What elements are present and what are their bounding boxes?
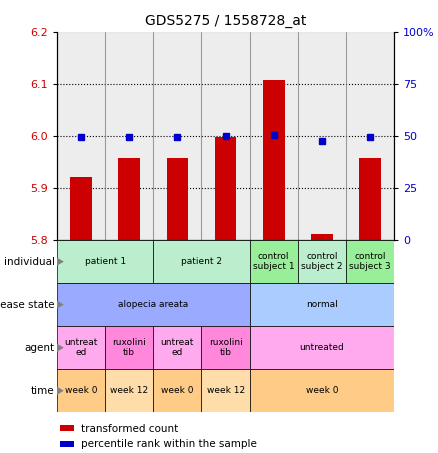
Text: patient 1: patient 1 <box>85 257 126 266</box>
Text: untreat
ed: untreat ed <box>64 338 98 357</box>
Text: time: time <box>31 386 55 396</box>
Polygon shape <box>56 257 64 266</box>
Bar <box>105 326 153 369</box>
Bar <box>250 240 298 283</box>
Text: control
subject 1: control subject 1 <box>253 252 295 271</box>
Text: normal: normal <box>306 300 338 309</box>
Polygon shape <box>56 386 64 395</box>
Bar <box>153 32 201 240</box>
Bar <box>105 32 153 240</box>
Polygon shape <box>56 300 64 309</box>
Title: GDS5275 / 1558728_at: GDS5275 / 1558728_at <box>145 14 306 28</box>
Text: untreated: untreated <box>300 343 344 352</box>
Text: untreat
ed: untreat ed <box>161 338 194 357</box>
Text: patient 2: patient 2 <box>181 257 222 266</box>
Bar <box>201 369 250 412</box>
Text: week 0: week 0 <box>306 386 338 395</box>
Text: control
subject 3: control subject 3 <box>349 252 391 271</box>
Text: week 0: week 0 <box>161 386 194 395</box>
Text: week 12: week 12 <box>110 386 148 395</box>
Bar <box>57 32 105 240</box>
Text: ruxolini
tib: ruxolini tib <box>112 338 146 357</box>
Text: ruxolini
tib: ruxolini tib <box>208 338 243 357</box>
Bar <box>250 32 298 240</box>
Text: disease state: disease state <box>0 299 55 310</box>
Bar <box>263 80 285 240</box>
Text: transformed count: transformed count <box>81 424 178 434</box>
Bar <box>70 177 92 240</box>
Text: alopecia areata: alopecia areata <box>118 300 188 309</box>
Bar <box>105 369 153 412</box>
Bar <box>298 240 346 283</box>
Bar <box>57 240 153 283</box>
Bar <box>250 326 394 369</box>
Bar <box>346 32 394 240</box>
Bar <box>60 441 74 447</box>
Bar <box>118 158 140 240</box>
Bar <box>153 240 250 283</box>
Bar <box>201 326 250 369</box>
Bar <box>57 326 105 369</box>
Bar <box>166 158 188 240</box>
Bar <box>60 425 74 431</box>
Text: week 0: week 0 <box>65 386 97 395</box>
Text: individual: individual <box>4 256 55 267</box>
Bar <box>250 369 394 412</box>
Bar <box>215 137 237 240</box>
Bar <box>153 326 201 369</box>
Text: control
subject 2: control subject 2 <box>301 252 343 271</box>
Bar <box>201 32 250 240</box>
Text: week 12: week 12 <box>206 386 245 395</box>
Bar <box>311 234 333 240</box>
Bar <box>57 283 250 326</box>
Bar <box>359 158 381 240</box>
Bar <box>57 369 105 412</box>
Bar <box>153 369 201 412</box>
Bar <box>250 283 394 326</box>
Text: percentile rank within the sample: percentile rank within the sample <box>81 439 256 449</box>
Bar <box>298 32 346 240</box>
Text: agent: agent <box>25 342 55 353</box>
Polygon shape <box>56 343 64 352</box>
Bar <box>346 240 394 283</box>
